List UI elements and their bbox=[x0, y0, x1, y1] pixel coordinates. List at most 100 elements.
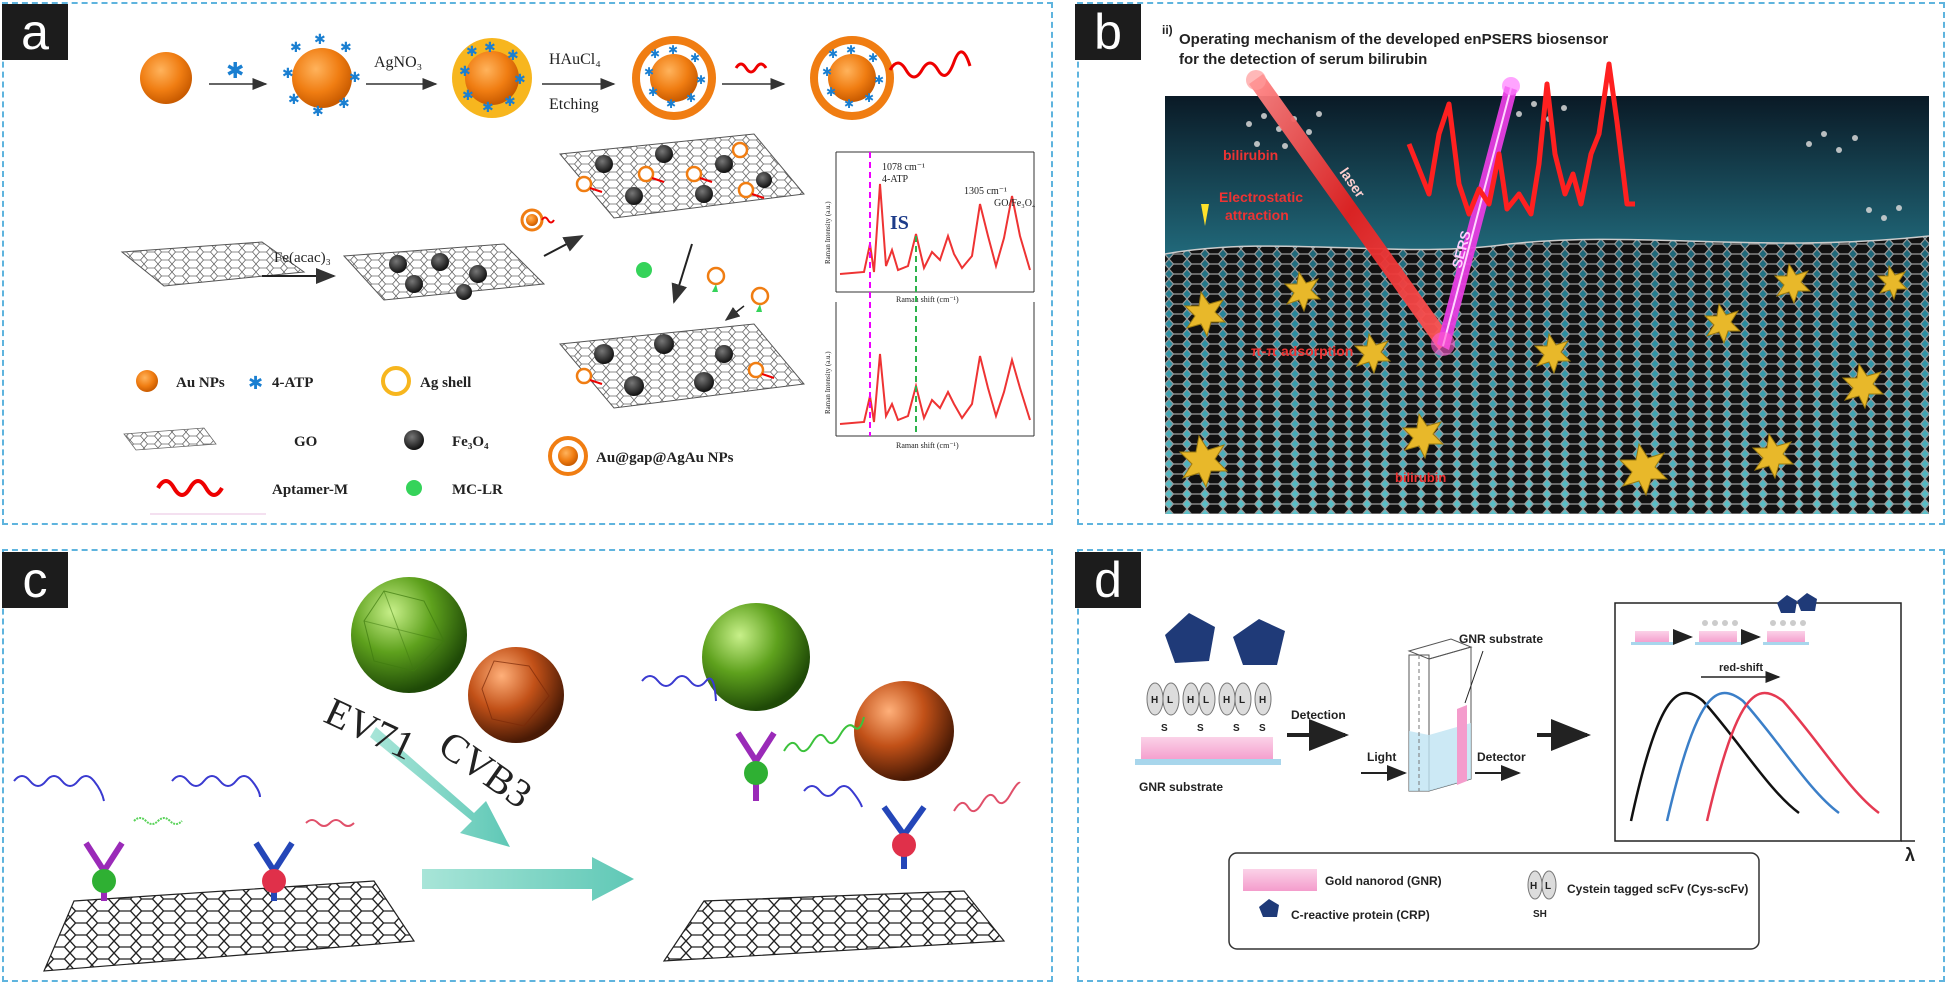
label-light: Light bbox=[1367, 750, 1396, 764]
gold-nanostar-icons bbox=[1178, 262, 1909, 497]
label-bilirubin-top: bilirubin bbox=[1223, 147, 1278, 163]
step-etching: Etching bbox=[549, 96, 599, 113]
panel-c-tag: c bbox=[2, 552, 68, 608]
au-atp-particle: ✱ ✱ ✱ ✱ ✱ ✱ ✱ ✱ bbox=[282, 31, 361, 119]
is-label: IS bbox=[890, 212, 909, 234]
graphene-sheet-left bbox=[43, 880, 416, 972]
step-fe-acac: Fe(acac)₃ bbox=[274, 250, 331, 266]
bound-ev71-probe bbox=[702, 603, 810, 801]
peak-4atp-label: 4-ATP bbox=[882, 174, 909, 185]
emission-wave-green bbox=[783, 716, 865, 753]
svg-text:✱: ✱ bbox=[312, 103, 324, 119]
legend-ag-shell: Ag shell bbox=[420, 375, 471, 391]
peak-gofe-label: GO/Fe₃O₄ bbox=[994, 198, 1036, 209]
svg-text:✱: ✱ bbox=[314, 31, 326, 47]
svg-text:✱: ✱ bbox=[696, 73, 706, 87]
svg-text:✱: ✱ bbox=[349, 69, 361, 85]
label-electrostatic-1: Electrostatic bbox=[1219, 189, 1303, 205]
step-agno3: AgNO₃ bbox=[374, 54, 422, 71]
legend-gold-nanorod: Gold nanorod (GNR) bbox=[1325, 874, 1442, 888]
incident-wave-4 bbox=[803, 785, 863, 808]
svg-text:✱: ✱ bbox=[826, 85, 836, 99]
binding-arrow-horizontal bbox=[422, 857, 634, 901]
legend-h: H bbox=[1530, 881, 1537, 892]
legend-fe3o4: Fe₃O₄ bbox=[452, 434, 489, 450]
svg-text:✱: ✱ bbox=[868, 51, 878, 65]
legend-au-gap-agau: Au@gap@AgAu NPs bbox=[596, 450, 734, 466]
absorbance-plot bbox=[1614, 593, 1915, 842]
svg-text:✱: ✱ bbox=[648, 85, 658, 99]
svg-text:✱: ✱ bbox=[690, 51, 700, 65]
bound-cvb3-probe bbox=[854, 681, 954, 869]
svg-text:H: H bbox=[1259, 695, 1266, 706]
svg-text:✱: ✱ bbox=[459, 63, 471, 79]
panel-b-title-line2: for the detection of serum bilirubin bbox=[1179, 51, 1427, 68]
emission-wave-red bbox=[953, 781, 1021, 813]
svg-text:✱: ✱ bbox=[340, 39, 352, 55]
svg-text:L: L bbox=[1167, 695, 1173, 706]
label-ev71: EV71 bbox=[318, 688, 422, 768]
svg-text:✱: ✱ bbox=[686, 91, 696, 105]
svg-text:L: L bbox=[1239, 695, 1245, 706]
spectrum-ylabel-bottom: Raman Intensity (a.u.) bbox=[824, 351, 832, 414]
svg-text:✱: ✱ bbox=[514, 71, 526, 87]
spectrum-xlabel-top: Raman shift (cm⁻¹) bbox=[896, 295, 959, 304]
label-detection: Detection bbox=[1291, 708, 1346, 722]
svg-text:✱: ✱ bbox=[290, 39, 302, 55]
svg-text:✱: ✱ bbox=[644, 65, 654, 79]
legend-crp: C-reactive protein (CRP) bbox=[1291, 908, 1430, 922]
svg-text:S: S bbox=[1233, 723, 1240, 734]
graphene-sheet-right bbox=[662, 890, 1006, 962]
label-detector: Detector bbox=[1477, 750, 1526, 764]
panel-a: ✱ ✱ ✱ ✱ ✱ ✱ ✱ ✱ ✱ AgNO₃ ✱ ✱ ✱ ✱ ✱ ✱ ✱ ✱ HAuCl₄ Etc… bbox=[2, 2, 1053, 525]
svg-text:✱: ✱ bbox=[338, 95, 350, 111]
svg-text:✱: ✱ bbox=[504, 93, 516, 109]
electrostatic-arrow-icon bbox=[1201, 204, 1209, 226]
svg-text:H: H bbox=[1187, 695, 1194, 706]
aptamer-conjugate: ✱✱✱ ✱✱✱ ✱✱ bbox=[810, 36, 972, 120]
legend-go: GO bbox=[294, 434, 317, 450]
svg-text:S: S bbox=[1161, 723, 1168, 734]
svg-text:✱: ✱ bbox=[666, 97, 676, 111]
panel-b-tag: b bbox=[1075, 4, 1141, 60]
atp-star-icon: ✱ bbox=[226, 58, 244, 83]
svg-text:✱: ✱ bbox=[462, 87, 474, 103]
roman-ii: ii) bbox=[1162, 23, 1173, 37]
legend-l: L bbox=[1545, 881, 1551, 892]
label-red-shift: red-shift bbox=[1719, 662, 1763, 674]
svg-text:✱: ✱ bbox=[282, 65, 294, 81]
label-bilirubin-bottom: bilirubin bbox=[1395, 470, 1446, 485]
probe-left-red bbox=[253, 819, 355, 901]
svg-text:H: H bbox=[1151, 695, 1158, 706]
step-haucl4: HAuCl₄ bbox=[549, 51, 601, 68]
panel-a-legend: Au NPs ✱ 4-ATP Ag shell GO Fe₃O₄ Aptamer… bbox=[123, 366, 734, 515]
svg-text:✱: ✱ bbox=[248, 373, 263, 393]
panel-c: EV71 CVB3 bbox=[2, 549, 1053, 982]
panel-b-diagram: ii) Operating mechanism of the developed… bbox=[1162, 23, 1930, 514]
incident-wave-1 bbox=[13, 775, 105, 802]
svg-text:✱: ✱ bbox=[844, 97, 854, 111]
label-gnr-substrate: GNR substrate bbox=[1139, 780, 1223, 794]
panel-d-legend: Gold nanorod (GNR) C-reactive protein (C… bbox=[1228, 852, 1760, 950]
au-ag-shell-particle: ✱ ✱ ✱ ✱ ✱ ✱ ✱ ✱ bbox=[452, 38, 532, 118]
panel-c-diagram: EV71 CVB3 bbox=[13, 577, 1021, 972]
mclr-dot bbox=[636, 262, 652, 278]
cuvette bbox=[1407, 638, 1473, 792]
panel-d-tag: d bbox=[1075, 552, 1141, 608]
svg-text:✱: ✱ bbox=[466, 43, 478, 59]
label-electrostatic-2: attraction bbox=[1225, 207, 1289, 223]
panel-a-tag: a bbox=[2, 4, 68, 60]
svg-text:✱: ✱ bbox=[828, 47, 838, 61]
svg-text:✱: ✱ bbox=[846, 43, 856, 57]
spectrum-ylabel-top: Raman Intensity (a.u.) bbox=[824, 201, 832, 264]
go-probe-sheet bbox=[559, 133, 805, 219]
au-np bbox=[140, 52, 192, 104]
svg-text:H: H bbox=[1223, 695, 1230, 706]
svg-text:✱: ✱ bbox=[874, 73, 884, 87]
legend-sh: SH bbox=[1533, 909, 1547, 920]
label-lambda: λ bbox=[1905, 845, 1915, 865]
label-pipi-adsorption: π-π adsorption bbox=[1251, 343, 1353, 359]
